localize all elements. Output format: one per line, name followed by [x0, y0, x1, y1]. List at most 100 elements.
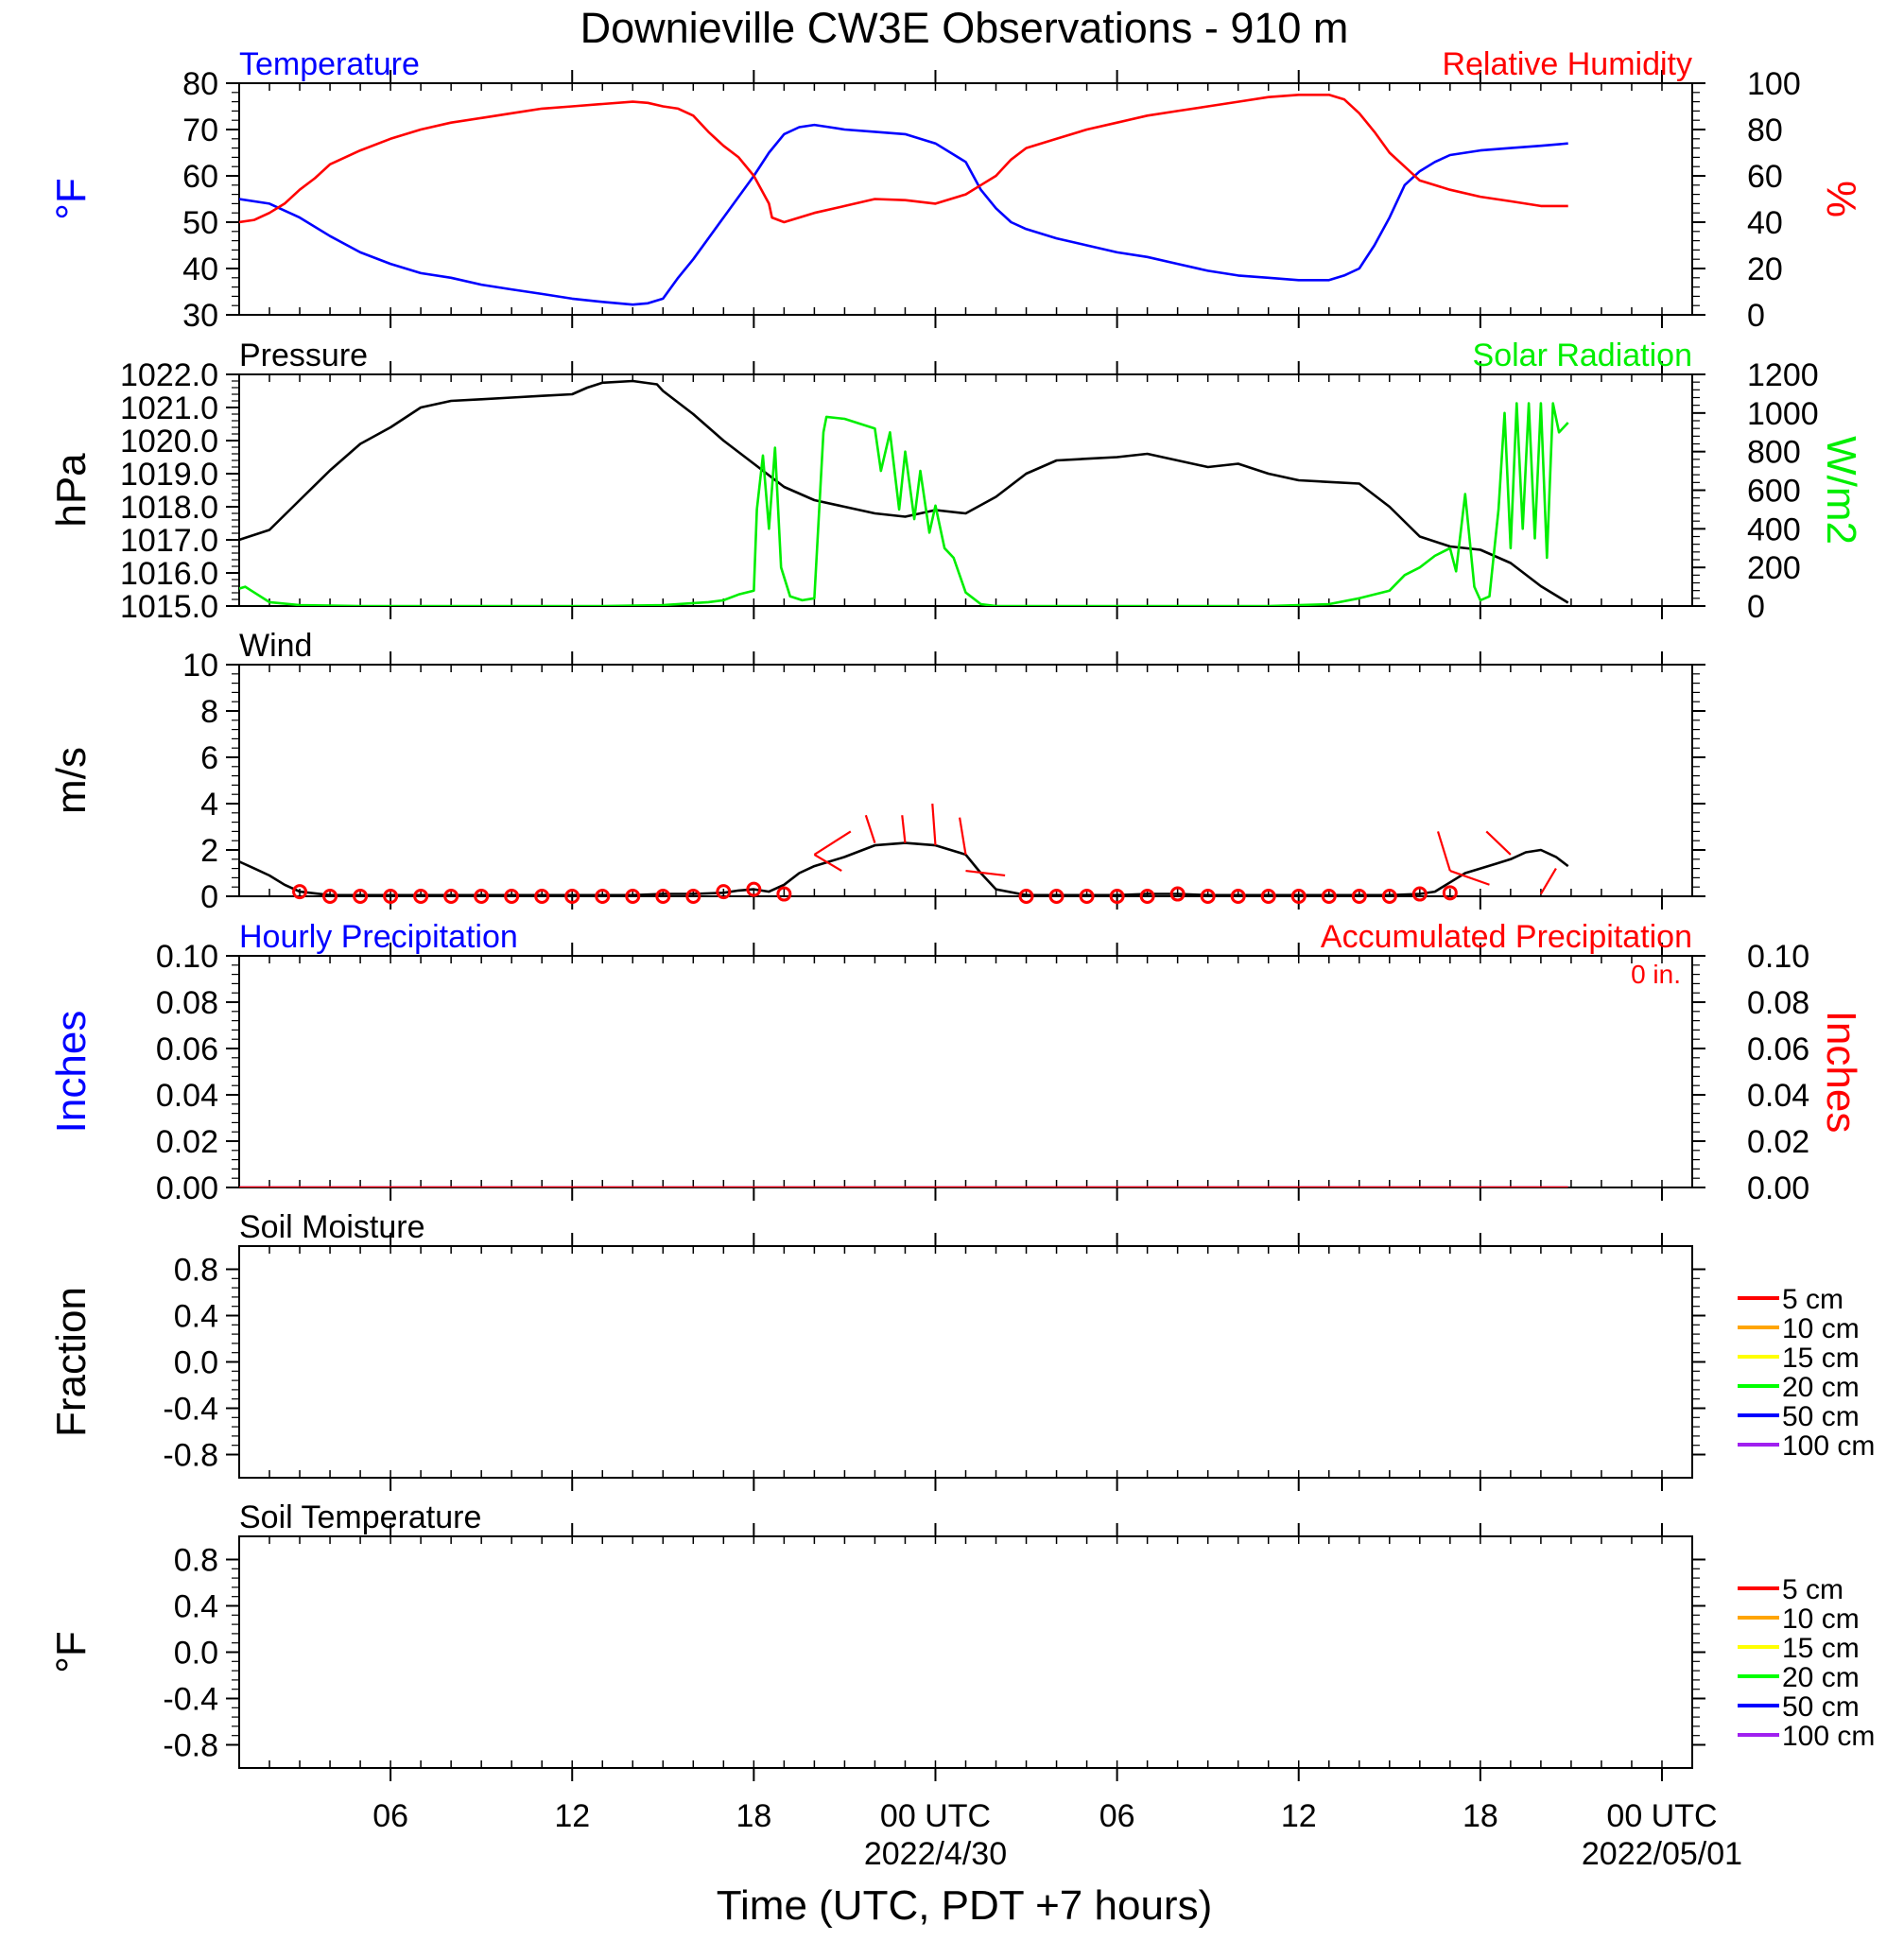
wind-direction-marker: [534, 889, 550, 904]
wind-direction-marker: [1079, 889, 1095, 904]
series-line-temperature: [239, 123, 1568, 306]
y-left-tick-label: 0.4: [174, 1299, 218, 1335]
y-left-tick-label: 2: [200, 833, 218, 869]
y-left-tick-label: 40: [182, 251, 218, 287]
wind-direction-marker: [1139, 889, 1155, 904]
wind-direction-marker: [292, 884, 308, 900]
y-left-tick-label: 70: [182, 113, 218, 148]
y-left-tick-label: -0.4: [163, 1392, 218, 1428]
series-line-relative-humidity: [239, 94, 1568, 224]
y-right-axis-label: %: [1818, 181, 1864, 217]
legend-label: 5 cm: [1782, 1284, 1843, 1315]
y-right-tick-label: 0.06: [1747, 1031, 1809, 1067]
wind-barb: [959, 817, 967, 856]
y-right-tick-label: 80: [1747, 113, 1783, 148]
wind-direction-marker: [595, 889, 611, 904]
wind-direction-marker: [1018, 889, 1034, 904]
wind-barb: [864, 814, 876, 843]
y-right-axis-label: Inches: [1818, 1011, 1864, 1134]
y-left-tick-label: 10: [182, 648, 218, 684]
legend-label: 5 cm: [1782, 1574, 1843, 1605]
y-right-tick-label: 60: [1747, 159, 1783, 195]
wind-direction-marker: [1381, 889, 1397, 904]
x-tick-label: 12: [554, 1798, 590, 1834]
y-left-axis-label: m/s: [48, 747, 95, 814]
y-left-tick-label: 0.08: [156, 985, 218, 1021]
x-tick-label: 00 UTC: [880, 1798, 991, 1834]
y-left-tick-label: 1017.0: [120, 523, 218, 559]
y-right-tick-label: 0: [1747, 589, 1765, 625]
wind-direction-marker: [716, 884, 732, 900]
y-left-tick-label: 0.0: [174, 1636, 218, 1672]
wind-direction-marker: [322, 889, 338, 904]
y-left-tick-label: 0.00: [156, 1170, 218, 1206]
wind-direction-marker: [1260, 889, 1276, 904]
legend-label: 100 cm: [1782, 1721, 1875, 1752]
y-right-tick-label: 0.02: [1747, 1124, 1809, 1160]
legend-label: 15 cm: [1782, 1343, 1860, 1374]
wind-direction-marker: [1200, 889, 1216, 904]
panel-3: 0 2 4 6 8 10 Wind m/s: [48, 628, 1705, 915]
panel-title-left: Soil Temperature: [239, 1499, 481, 1535]
y-left-tick-label: 0.10: [156, 939, 218, 975]
wind-direction-marker: [413, 889, 429, 904]
legend-label: 100 cm: [1782, 1430, 1875, 1462]
y-left-axis-label: °F: [48, 178, 95, 219]
legend-label: 50 cm: [1782, 1691, 1860, 1723]
y-right-tick-label: 400: [1747, 511, 1801, 547]
y-left-tick-label: 8: [200, 694, 218, 730]
panel-title-left: Pressure: [239, 338, 368, 373]
x-tick-label: 06: [1099, 1798, 1135, 1834]
plot-frame: [238, 1245, 1693, 1479]
wind-direction-marker: [383, 889, 399, 904]
wind-direction-marker: [746, 881, 762, 897]
panel-title-right: Relative Humidity: [1442, 46, 1692, 82]
wind-direction-marker: [1442, 885, 1458, 901]
series-line-solar-radiation: [239, 402, 1569, 606]
plot-frame: [238, 664, 1693, 897]
wind-direction-marker: [655, 889, 671, 904]
wind-barb: [1449, 870, 1490, 886]
y-right-tick-label: 20: [1747, 251, 1783, 287]
y-left-axis-label: °F: [48, 1631, 95, 1672]
y-left-tick-label: 1016.0: [120, 556, 218, 592]
y-left-tick-label: -0.4: [163, 1682, 218, 1718]
y-right-tick-label: 40: [1747, 205, 1783, 241]
x-date-label: 2022/05/01: [1582, 1836, 1742, 1872]
y-left-tick-label: 30: [182, 298, 218, 334]
plot-frame: [238, 955, 1693, 1188]
wind-direction-marker: [1321, 889, 1337, 904]
legend-label: 10 cm: [1782, 1313, 1860, 1344]
y-left-tick-label: 1019.0: [120, 457, 218, 493]
y-left-tick-label: 0.04: [156, 1078, 218, 1114]
panel-title-left: Soil Moisture: [239, 1209, 425, 1245]
y-left-tick-label: 1020.0: [120, 424, 218, 459]
y-left-axis-label: Fraction: [48, 1287, 95, 1437]
wind-direction-marker: [776, 886, 792, 902]
y-right-tick-label: 200: [1747, 550, 1801, 586]
y-left-tick-label: -0.8: [163, 1728, 218, 1764]
y-left-tick-label: 6: [200, 740, 218, 776]
y-right-tick-label: 0.00: [1747, 1170, 1809, 1206]
y-left-tick-label: 0.8: [174, 1543, 218, 1579]
y-left-tick-label: 0.8: [174, 1253, 218, 1289]
y-right-tick-label: 1000: [1747, 396, 1819, 432]
y-right-tick-label: 800: [1747, 435, 1801, 471]
plot-frame: [238, 373, 1693, 607]
wind-barb: [1539, 868, 1557, 895]
figure-title: Downieville CW3E Observations - 910 m: [580, 4, 1349, 52]
panel-title-left: Temperature: [239, 46, 420, 82]
y-right-tick-label: 100: [1747, 66, 1801, 102]
x-tick-label: 18: [1463, 1798, 1498, 1834]
y-left-tick-label: 80: [182, 66, 218, 102]
legend-label: 15 cm: [1782, 1633, 1860, 1664]
wind-barb: [901, 815, 907, 843]
legend-label: 20 cm: [1782, 1372, 1860, 1403]
panel-5: -0.8 -0.4 0.0 0.4 0.8 Soil Moisture Fraction 5 …: [48, 1209, 1875, 1491]
y-right-tick-label: 0: [1747, 298, 1765, 334]
y-left-tick-label: 1022.0: [120, 357, 218, 393]
y-left-tick-label: 60: [182, 159, 218, 195]
wind-barb: [813, 853, 842, 872]
